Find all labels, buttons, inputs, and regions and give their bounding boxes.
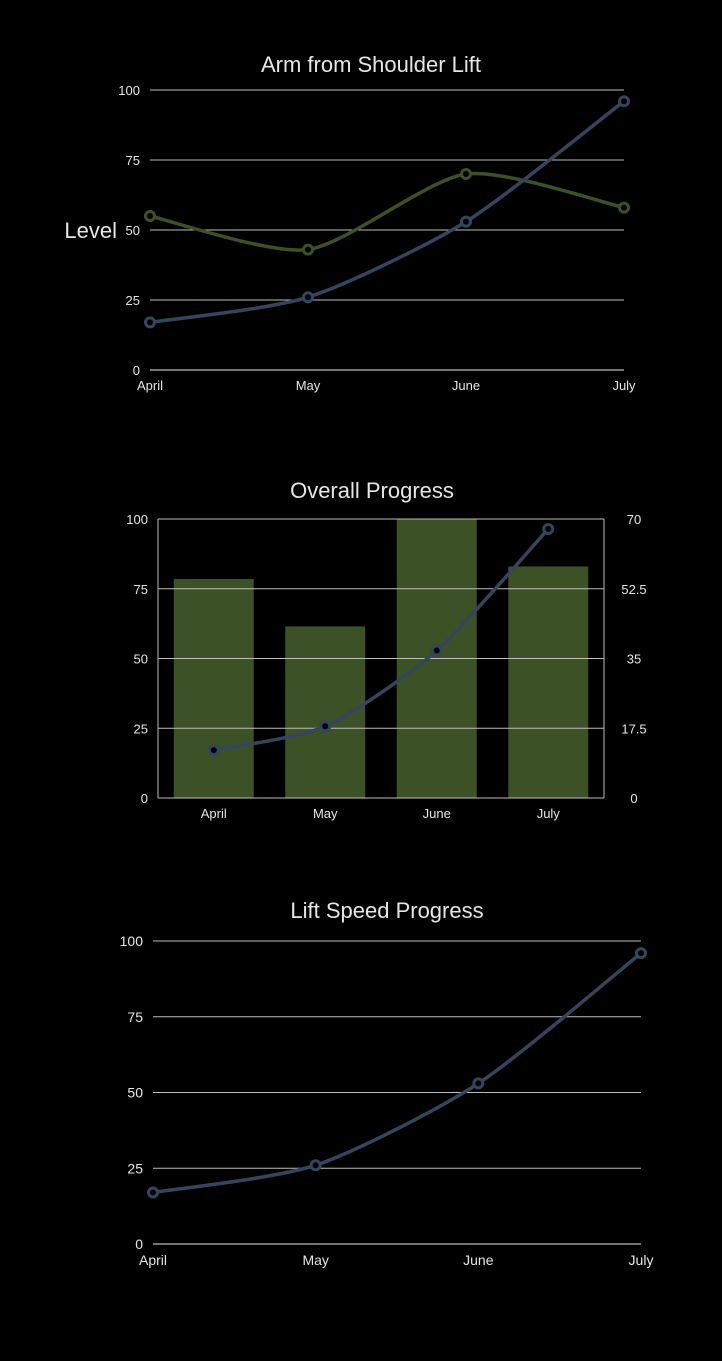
y-tick-label: 100 <box>120 933 144 949</box>
y-tick-label: 0 <box>135 1236 143 1252</box>
data-point <box>430 644 443 657</box>
x-tick-label: June <box>463 1252 494 1268</box>
overall-progress-chart: Overall Progress 0 25 50 75 100 0 17.5 35 52.5 7… <box>0 420 722 850</box>
data-point <box>144 210 156 222</box>
x-tick-label: May <box>296 378 321 393</box>
overall-progress-chart-svg: Overall Progress 0 25 50 75 100 0 17.5 35 52.5 7… <box>126 478 646 821</box>
x-tick-label: May <box>302 1252 328 1268</box>
data-point <box>542 522 555 535</box>
data-point <box>302 243 314 256</box>
chart-title: Lift Speed Progress <box>290 898 483 923</box>
y2-tick-label: 52.5 <box>621 582 646 597</box>
arm-lift-chart: Arm from Shoulder Lift Level 0 25 50 75 100 … <box>0 0 722 420</box>
data-point <box>302 291 314 304</box>
x-tick-label: June <box>452 378 480 393</box>
bar <box>508 566 589 798</box>
x-tick-label: April <box>137 378 163 393</box>
y-tick-label: 0 <box>141 791 148 806</box>
x-tick-label: July <box>629 1252 654 1268</box>
y-tick-label: 50 <box>126 223 140 238</box>
data-point <box>147 1186 159 1199</box>
x-tick-label: April <box>201 806 227 821</box>
lift-speed-chart: Lift Speed Progress 0 25 50 75 100 April May J… <box>0 850 722 1356</box>
x-tick-label: July <box>537 806 561 821</box>
arm-lift-chart-svg: Arm from Shoulder Lift Level 0255075100 … <box>64 52 636 393</box>
x-tick-label: July <box>612 378 636 393</box>
y-tick-label: 75 <box>134 582 148 597</box>
y-tick-label: 50 <box>127 1085 143 1101</box>
data-point <box>635 947 647 960</box>
y-tick-label: 25 <box>134 721 148 736</box>
y-tick-label: 25 <box>126 293 140 308</box>
y2-tick-label: 70 <box>627 512 641 527</box>
x-tick-label: June <box>423 806 451 821</box>
y-tick-label: 75 <box>126 153 140 168</box>
series-line <box>212 527 550 752</box>
y-tick-label: 50 <box>134 652 148 667</box>
chart-title: Arm from Shoulder Lift <box>261 52 481 77</box>
data-point <box>460 215 472 228</box>
data-point <box>472 1077 485 1090</box>
y-axis-label: Level <box>64 218 117 243</box>
data-point <box>207 744 220 757</box>
data-point <box>319 720 332 733</box>
series-line <box>148 99 626 325</box>
data-point <box>144 316 156 329</box>
data-point <box>618 95 630 108</box>
y2-tick-label: 0 <box>630 791 637 806</box>
chart-title: Overall Progress <box>290 478 454 503</box>
y2-tick-label: 17.5 <box>621 721 646 736</box>
y-tick-label: 0 <box>133 363 140 378</box>
data-point <box>460 168 472 180</box>
data-point <box>618 201 630 214</box>
y2-tick-label: 35 <box>627 652 641 667</box>
bar <box>173 578 254 798</box>
series-line <box>151 951 643 1195</box>
lift-speed-chart-svg: Lift Speed Progress 0 25 50 75 100 April May J… <box>120 898 654 1268</box>
y-tick-label: 100 <box>126 512 148 527</box>
y-tick-label: 75 <box>127 1009 143 1025</box>
y-tick-label: 25 <box>127 1160 143 1176</box>
x-tick-label: May <box>313 806 338 821</box>
x-tick-label: April <box>139 1252 167 1268</box>
data-point <box>309 1159 322 1172</box>
y-tick-label: 100 <box>118 83 140 98</box>
series-line <box>148 171 626 252</box>
